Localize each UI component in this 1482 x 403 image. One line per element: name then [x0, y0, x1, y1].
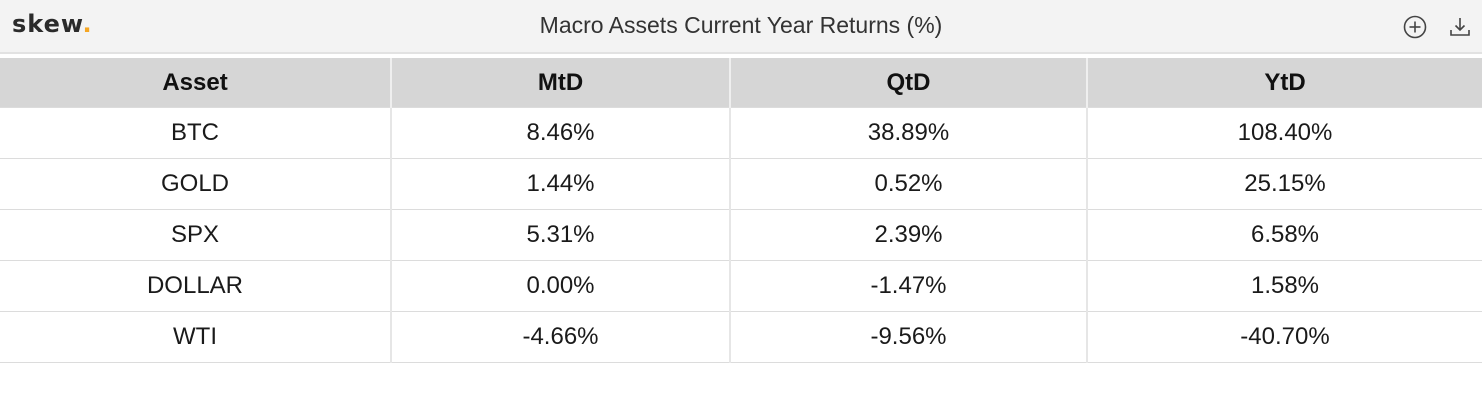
table-row: BTC 8.46% 38.89% 108.40% [0, 107, 1482, 159]
cell-asset: SPX [0, 209, 391, 261]
column-header-mtd[interactable]: MtD [390, 58, 730, 108]
cell-mtd: 5.31% [390, 209, 730, 261]
skew-logo[interactable]: skew. [12, 10, 93, 38]
cell-mtd: 8.46% [390, 107, 730, 159]
returns-table-container: Asset MtD QtD YtD BTC 8.46% 38.89% 108.4… [0, 58, 1482, 363]
cell-qtd: -9.56% [729, 311, 1087, 363]
cell-asset: WTI [0, 311, 391, 363]
cell-ytd: 25.15% [1086, 158, 1482, 210]
top-bar: skew. Macro Assets Current Year Returns … [0, 0, 1482, 54]
table-row: GOLD 1.44% 0.52% 25.15% [0, 158, 1482, 210]
download-icon[interactable] [1447, 14, 1473, 40]
chart-title: Macro Assets Current Year Returns (%) [539, 12, 943, 38]
cell-ytd: 1.58% [1086, 260, 1482, 312]
cell-ytd: 108.40% [1086, 107, 1482, 159]
returns-table: Asset MtD QtD YtD BTC 8.46% 38.89% 108.4… [0, 58, 1482, 363]
cell-asset: GOLD [0, 158, 391, 210]
logo-dot: . [82, 10, 93, 38]
cell-qtd: 2.39% [729, 209, 1087, 261]
column-header-ytd[interactable]: YtD [1086, 58, 1482, 108]
cell-qtd: 38.89% [729, 107, 1087, 159]
add-circle-icon[interactable] [1402, 14, 1428, 40]
cell-qtd: 0.52% [729, 158, 1087, 210]
cell-mtd: 0.00% [390, 260, 730, 312]
table-header-row: Asset MtD QtD YtD [0, 58, 1482, 108]
cell-mtd: -4.66% [390, 311, 730, 363]
cell-qtd: -1.47% [729, 260, 1087, 312]
table-row: DOLLAR 0.00% -1.47% 1.58% [0, 260, 1482, 312]
table-row: WTI -4.66% -9.56% -40.70% [0, 311, 1482, 363]
cell-ytd: -40.70% [1086, 311, 1482, 363]
cell-mtd: 1.44% [390, 158, 730, 210]
column-header-asset[interactable]: Asset [0, 58, 391, 108]
logo-text: skew [12, 10, 83, 38]
cell-asset: BTC [0, 107, 391, 159]
column-header-qtd[interactable]: QtD [729, 58, 1087, 108]
cell-ytd: 6.58% [1086, 209, 1482, 261]
cell-asset: DOLLAR [0, 260, 391, 312]
table-row: SPX 5.31% 2.39% 6.58% [0, 209, 1482, 261]
